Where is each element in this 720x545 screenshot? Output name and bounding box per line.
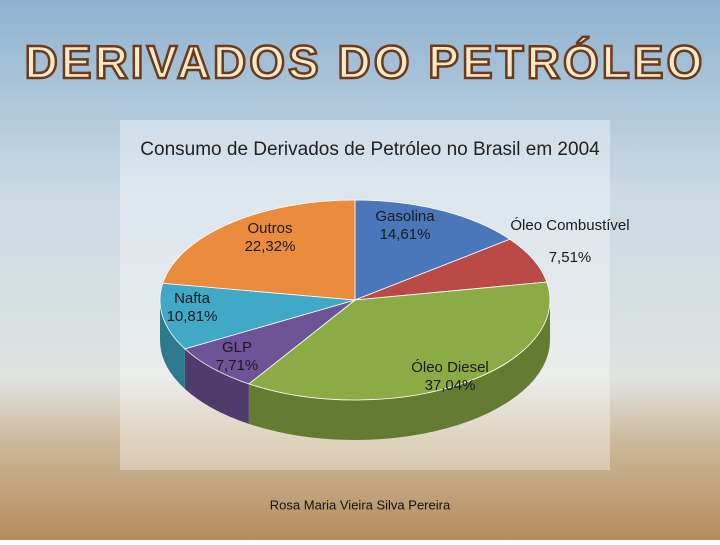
slice-value: 22,32%	[245, 238, 296, 255]
slice	[159, 282, 356, 350]
slice-value: 10,81%	[167, 308, 218, 325]
slice-side	[160, 300, 185, 389]
chart-title: Consumo de Derivados de Petróleo no Bras…	[140, 139, 600, 160]
slice-side	[248, 300, 551, 441]
slice-label: Outros	[247, 220, 292, 237]
slice-label: Gasolina	[375, 208, 435, 225]
pie	[159, 199, 551, 441]
slice-value: 7,71%	[216, 357, 259, 374]
slide-title: DERIVADOS DO PETRÓLEO	[25, 36, 706, 88]
slice	[162, 199, 356, 301]
author: Rosa Maria Vieira Silva Pereira	[270, 497, 451, 512]
slice-label: GLP	[222, 339, 252, 356]
slice-value: 37,04%	[425, 377, 476, 394]
slice-label: Nafta	[174, 290, 211, 307]
slice	[184, 299, 356, 385]
slice-side	[184, 348, 249, 424]
slice-value: 14,61%	[380, 226, 431, 243]
slice	[354, 199, 511, 301]
slice	[248, 281, 551, 401]
slice-label: Óleo Diesel	[411, 359, 489, 376]
slice-value: 7,51%	[549, 249, 592, 266]
slice-label: Óleo Combustível	[510, 217, 629, 234]
